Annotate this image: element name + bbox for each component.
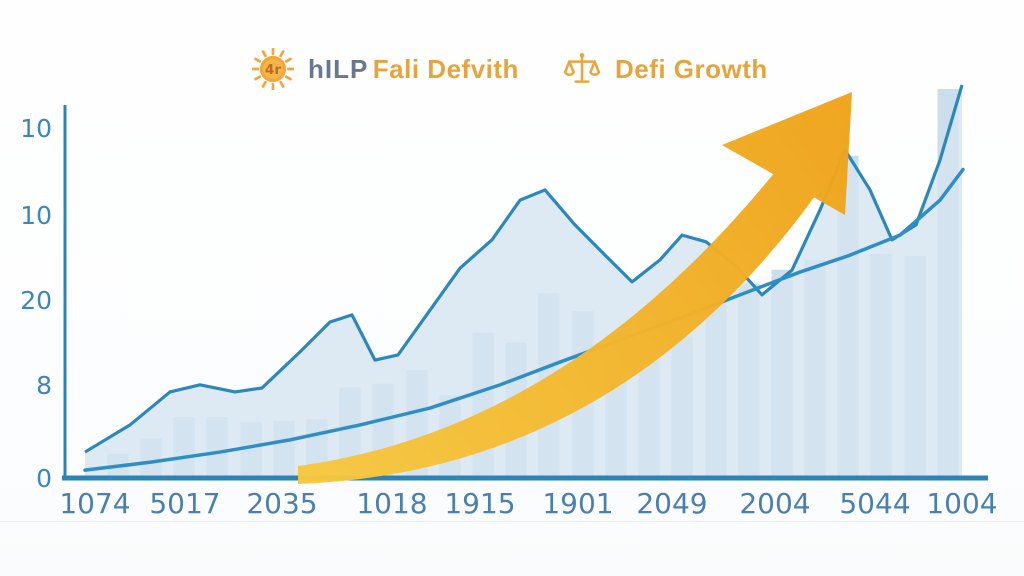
activity-area [85, 85, 962, 478]
x-tick-label: 1018 [356, 487, 427, 520]
bottom-divider [0, 521, 1024, 522]
x-tick-label: 2049 [636, 487, 707, 520]
y-tick-label: 10 [20, 201, 52, 230]
x-tick-label: 2004 [739, 487, 810, 520]
chart-legend: 4r hILP Fali Defvith Defi Gro [252, 48, 768, 90]
legend-prefix: hILP [308, 53, 369, 84]
x-tick-label: 1915 [444, 487, 515, 520]
y-tick-label: 8 [36, 371, 52, 400]
x-tick-label: 1901 [542, 487, 613, 520]
legend-label: Defi Growth [614, 53, 768, 84]
y-tick-label: 0 [36, 464, 52, 493]
x-tick-label: 1074 [59, 487, 130, 520]
legend-label: Fali Defvith [372, 53, 519, 84]
legend-item-defi-growth: Defi Growth [563, 50, 768, 88]
x-tick-label: 2035 [246, 487, 317, 520]
x-tick-label: 5044 [839, 487, 910, 520]
legend-item-fali-defvith: 4r hILP Fali Defvith [252, 48, 519, 90]
y-tick-label: 20 [20, 286, 52, 315]
x-tick-label: 1004 [926, 487, 997, 520]
growth-arrow-icon [298, 92, 852, 484]
scales-icon [563, 52, 601, 83]
sun-coin-icon: 4r [252, 48, 294, 90]
y-tick-label: 10 [20, 114, 52, 143]
sun-coin-glyph: 4r [265, 62, 281, 78]
x-tick-label: 5017 [149, 487, 220, 520]
